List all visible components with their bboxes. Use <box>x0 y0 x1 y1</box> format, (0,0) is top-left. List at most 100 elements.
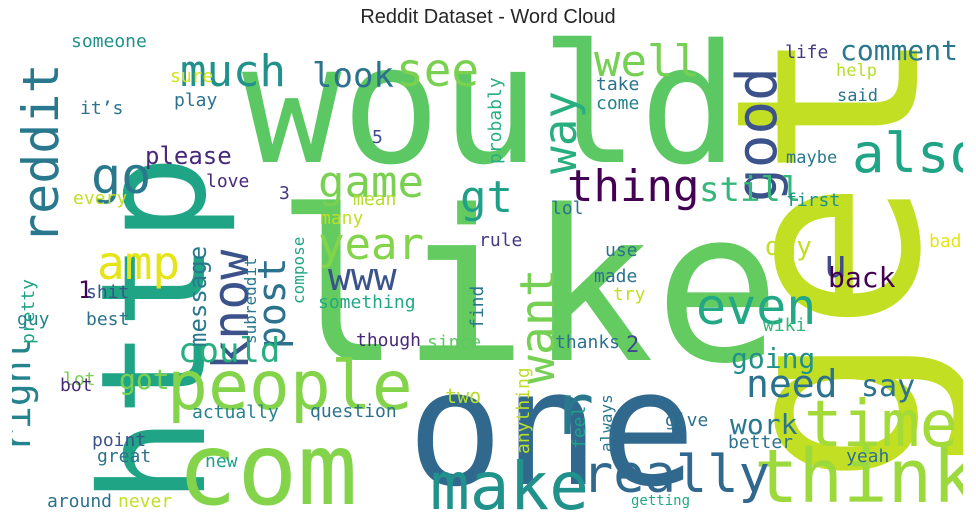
word-37: back <box>828 261 896 294</box>
word-33: could <box>178 331 280 371</box>
word-80: thanks <box>555 332 620 353</box>
word-51: it’s <box>80 98 123 119</box>
word-38: going <box>731 342 815 375</box>
word-72: something <box>318 292 416 313</box>
word-35: right <box>12 338 39 452</box>
word-19: want <box>510 268 566 384</box>
word-8: think <box>754 434 963 513</box>
word-65: compose <box>289 237 308 304</box>
word-11: much <box>180 46 286 97</box>
word-32: still <box>699 170 801 210</box>
word-87: two <box>445 384 481 408</box>
word-62: first <box>786 190 840 211</box>
word-50: sure <box>170 66 213 87</box>
word-5: com <box>177 411 358 513</box>
word-56: 5 <box>372 127 383 148</box>
word-15: reddit <box>12 63 70 244</box>
word-47: help <box>836 61 877 81</box>
word-70: guy <box>17 309 50 330</box>
word-77: wiki <box>763 315 806 336</box>
word-17: year <box>318 219 424 270</box>
word-90: always <box>597 394 616 452</box>
word-96: new <box>205 451 238 472</box>
word-99: getting <box>631 493 690 509</box>
word-66: subreddit <box>241 257 260 344</box>
word-26: look <box>312 56 394 96</box>
word-76: try <box>613 284 646 305</box>
word-30: post <box>250 257 294 349</box>
word-4: one <box>407 335 696 513</box>
word-14: also <box>852 122 963 185</box>
word-20: game <box>318 157 424 208</box>
word-23: gt <box>460 172 513 223</box>
word-82: since <box>427 332 481 353</box>
word-71: best <box>86 309 129 330</box>
word-31: www <box>328 255 397 299</box>
word-25: well <box>594 36 700 87</box>
word-48: said <box>837 86 878 106</box>
word-22: go <box>91 147 151 205</box>
word-93: yeah <box>846 446 889 467</box>
word-74: use <box>605 240 638 261</box>
word-85: actually <box>192 402 279 423</box>
word-41: day <box>765 232 812 262</box>
word-36: u <box>824 242 847 286</box>
word-79: 2 <box>626 333 639 358</box>
word-16: know <box>202 249 260 370</box>
word-83: lot <box>63 369 96 390</box>
word-68: 1 <box>78 276 92 304</box>
word-3: get <box>681 34 963 486</box>
word-18: even <box>696 278 816 336</box>
word-21: thing <box>567 161 699 212</box>
word-43: please <box>145 142 232 170</box>
word-1: like <box>275 165 781 410</box>
word-2: http <box>70 155 239 504</box>
word-12: see <box>396 43 479 97</box>
word-95: great <box>97 446 151 467</box>
word-60: mean <box>353 189 396 210</box>
word-98: never <box>118 491 172 512</box>
word-89: feel <box>569 406 590 449</box>
word-49: maybe <box>786 148 837 168</box>
word-52: play <box>174 90 218 111</box>
word-61: many <box>320 208 364 229</box>
word-59: every <box>73 188 127 209</box>
word-40: work <box>730 408 798 441</box>
word-44: got <box>119 363 170 396</box>
word-55: probably <box>485 77 506 164</box>
word-46: life <box>785 42 828 63</box>
word-97: around <box>47 491 112 512</box>
word-86: question <box>310 401 397 422</box>
word-34: need <box>746 362 838 406</box>
word-64: rule <box>479 230 522 251</box>
word-29: amp <box>97 236 180 290</box>
word-7: make <box>430 448 589 513</box>
word-81: though <box>356 330 421 351</box>
word-28: comment <box>840 34 958 67</box>
word-10: time <box>804 388 958 462</box>
word-94: point <box>92 430 146 451</box>
chart-title: Reddit Dataset - Word Cloud <box>360 6 616 28</box>
word-84: bot <box>60 375 93 396</box>
word-92: better <box>728 432 793 453</box>
word-42: message <box>184 246 212 347</box>
word-58: 3 <box>279 183 290 204</box>
word-75: made <box>594 266 637 287</box>
word-27: way <box>533 91 587 174</box>
word-9: really <box>582 445 770 505</box>
word-69: shit <box>86 282 129 303</box>
word-63: lol <box>551 198 584 219</box>
word-67: pretty <box>18 279 39 344</box>
word-0: would <box>242 34 739 201</box>
word-13: good <box>725 67 790 202</box>
word-78: bad <box>929 231 962 252</box>
word-53: take <box>596 74 639 95</box>
word-24: r <box>552 369 594 451</box>
word-88: anything <box>513 367 534 454</box>
word-91: give <box>665 410 708 431</box>
word-54: come <box>596 93 639 114</box>
word-39: say <box>861 369 915 404</box>
word-57: love <box>206 171 249 192</box>
word-6: people <box>167 347 413 426</box>
